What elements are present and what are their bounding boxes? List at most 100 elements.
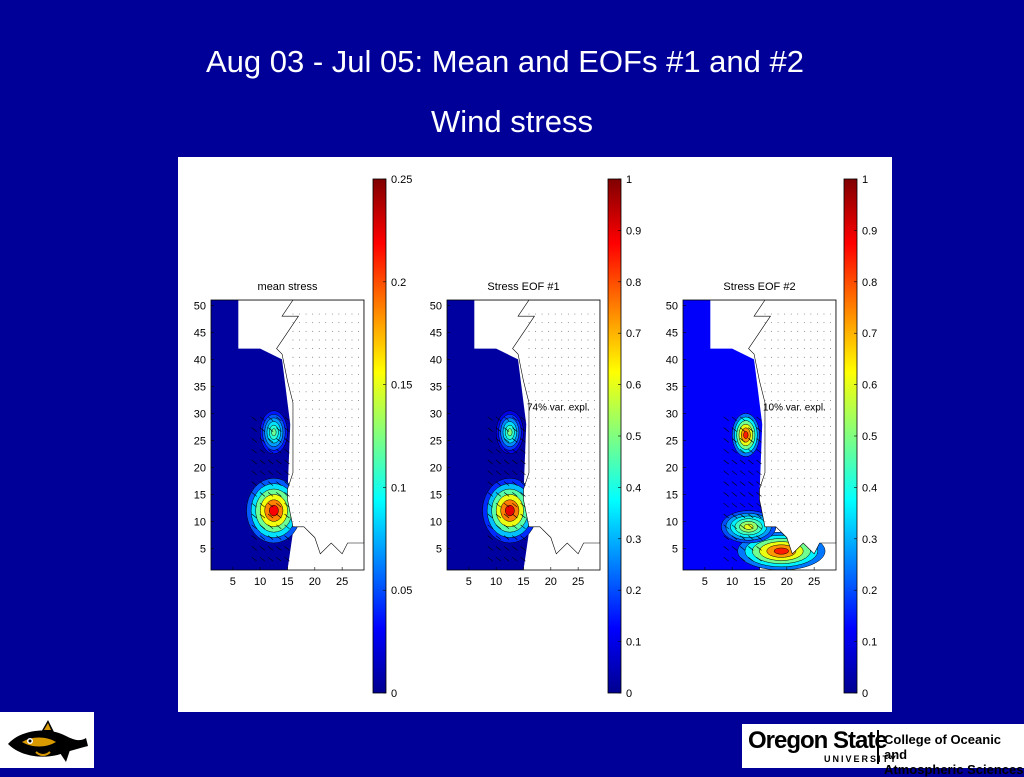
variance-annotation: 74% var. expl.: [527, 403, 590, 414]
y-tick-label: 10: [194, 516, 206, 528]
colorbar-tick-label: 0.05: [391, 585, 412, 597]
x-tick-label: 25: [336, 576, 348, 588]
colorbar-tick-label: 0.6: [626, 380, 641, 392]
x-tick-label: 25: [808, 576, 820, 588]
panel-title: Stress EOF #2: [723, 281, 795, 293]
y-tick-label: 25: [194, 435, 206, 447]
y-tick-label: 5: [672, 543, 678, 555]
colorbar-tick-label: 0.2: [626, 585, 641, 597]
y-tick-label: 40: [666, 354, 678, 366]
university-word: UNIVERSITY: [824, 754, 899, 764]
college-line-1: College of Oceanic and: [884, 732, 1002, 762]
colorbar-tick-label: 0.1: [391, 482, 406, 494]
x-tick-label: 5: [230, 576, 236, 588]
land-mask: [474, 300, 600, 555]
stress-vectors: [723, 416, 762, 562]
contour-1-6: [743, 431, 749, 439]
y-tick-label: 10: [430, 516, 442, 528]
y-tick-label: 45: [430, 327, 442, 339]
y-tick-label: 30: [430, 408, 442, 420]
colorbar-tick-label: 0.15: [391, 380, 412, 392]
y-tick-label: 15: [430, 489, 442, 501]
y-tick-label: 30: [194, 408, 206, 420]
panel-title: Stress EOF #1: [487, 281, 559, 293]
x-tick-label: 20: [309, 576, 321, 588]
y-tick-label: 25: [666, 435, 678, 447]
osu-logo: Oregon State UNIVERSITY College of Ocean…: [742, 724, 1024, 777]
x-tick-label: 10: [490, 576, 502, 588]
y-tick-label: 40: [430, 354, 442, 366]
x-tick-label: 15: [517, 576, 529, 588]
x-tick-label: 25: [572, 576, 584, 588]
colorbar-tick-label: 0: [391, 688, 397, 700]
contour-2-6: [271, 428, 277, 437]
panel-1: mean stress 5 10 15 20 25 5 10 15 20 25 30 35 40 45 50 0…: [194, 174, 413, 700]
y-tick-label: 5: [200, 543, 206, 555]
y-tick-label: 15: [666, 489, 678, 501]
y-tick-label: 20: [430, 462, 442, 474]
x-tick-label: 10: [726, 576, 738, 588]
colorbar-tick-label: 0.6: [862, 380, 877, 392]
figure-panel: mean stress 5 10 15 20 25 5 10 15 20 25 30 35 40 45 50 0…: [178, 157, 892, 712]
land-mask: [238, 300, 364, 555]
x-tick-label: 15: [281, 576, 293, 588]
panel-title: mean stress: [258, 281, 318, 293]
colorbar-tick-label: 0.9: [626, 225, 641, 237]
colorbar-tick-label: 0.8: [862, 277, 877, 289]
colorbar: [372, 178, 387, 694]
salmon-logo-icon: [8, 720, 88, 762]
y-tick-label: 45: [194, 327, 206, 339]
colorbar-tick-label: 0.3: [862, 534, 877, 546]
college-line-2: Atmospheric Sciences: [884, 762, 1024, 777]
y-tick-label: 50: [194, 300, 206, 312]
y-tick-label: 25: [430, 435, 442, 447]
y-tick-label: 30: [666, 408, 678, 420]
land-mask: [710, 300, 836, 555]
colorbar-tick-label: 0.25: [391, 174, 412, 186]
grid-dots: [764, 313, 831, 522]
colorbar-tick-label: 0.2: [862, 585, 877, 597]
slide-title: Aug 03 - Jul 05: Mean and EOFs #1 and #2: [206, 44, 804, 79]
colorbar-tick-label: 0.4: [862, 482, 877, 494]
y-tick-label: 15: [194, 489, 206, 501]
stress-vectors: [251, 416, 290, 562]
x-tick-label: 20: [545, 576, 557, 588]
university-name: Oregon State: [748, 727, 888, 754]
colorbar-tick-label: 0: [862, 688, 868, 700]
variance-annotation: 10% var. expl.: [763, 403, 826, 414]
logo-divider: [877, 730, 879, 764]
y-tick-label: 35: [430, 381, 442, 393]
contour-1-6: [269, 504, 279, 517]
colorbar-tick-label: 1: [626, 174, 632, 186]
y-tick-label: 35: [666, 381, 678, 393]
contour-2-6: [507, 428, 513, 437]
heatmap-field: [447, 300, 600, 570]
y-tick-label: 50: [430, 300, 442, 312]
colorbar-tick-label: 0.1: [862, 637, 877, 649]
colorbar-tick-label: 0.5: [626, 431, 641, 443]
y-tick-label: 20: [194, 462, 206, 474]
y-tick-label: 10: [666, 516, 678, 528]
x-tick-label: 10: [254, 576, 266, 588]
colorbar-tick-label: 1: [862, 174, 868, 186]
contour-1-6: [505, 504, 515, 517]
x-tick-label: 5: [702, 576, 708, 588]
colorbar-tick-label: 0.5: [862, 431, 877, 443]
y-tick-label: 45: [666, 327, 678, 339]
y-tick-label: 5: [436, 543, 442, 555]
x-tick-label: 15: [753, 576, 765, 588]
y-tick-label: 20: [666, 462, 678, 474]
y-tick-label: 40: [194, 354, 206, 366]
x-tick-label: 20: [781, 576, 793, 588]
slide-subtitle: Wind stress: [431, 104, 593, 139]
colorbar-tick-label: 0.8: [626, 277, 641, 289]
stress-vectors: [487, 416, 526, 562]
panel-3: Stress EOF #210% var. expl.5 10 15 20 255101…: [666, 174, 878, 700]
colorbar-tick-label: 0.9: [862, 225, 877, 237]
colorbar-tick-label: 0.7: [626, 328, 641, 340]
heatmap-field: [683, 300, 836, 570]
panel-2: Stress EOF #174% var. expl.5 10 15 20 255101…: [430, 174, 642, 700]
colorbar-tick-label: 0.1: [626, 637, 641, 649]
ocean-area: [683, 300, 765, 570]
